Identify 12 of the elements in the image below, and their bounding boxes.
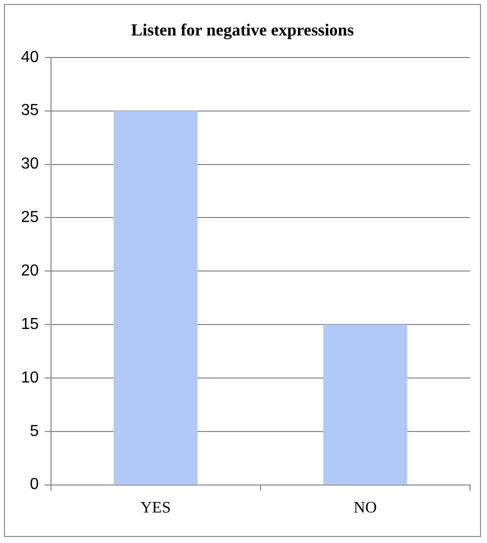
y-tick-label: 15 — [21, 316, 39, 333]
y-tick-label: 30 — [21, 156, 39, 173]
y-tick-label: 10 — [21, 369, 39, 386]
y-tick-label: 25 — [21, 209, 39, 226]
chart-title: Listen for negative expressions — [131, 20, 354, 40]
y-tick-label: 20 — [21, 262, 39, 280]
y-tick-label: 5 — [30, 422, 39, 440]
x-tick-label: YES — [140, 500, 171, 517]
x-tick-label: NO — [354, 500, 377, 517]
y-tick-label: 0 — [30, 476, 39, 494]
y-tick-label: 40 — [21, 48, 39, 66]
y-tick-label: 35 — [21, 102, 39, 120]
